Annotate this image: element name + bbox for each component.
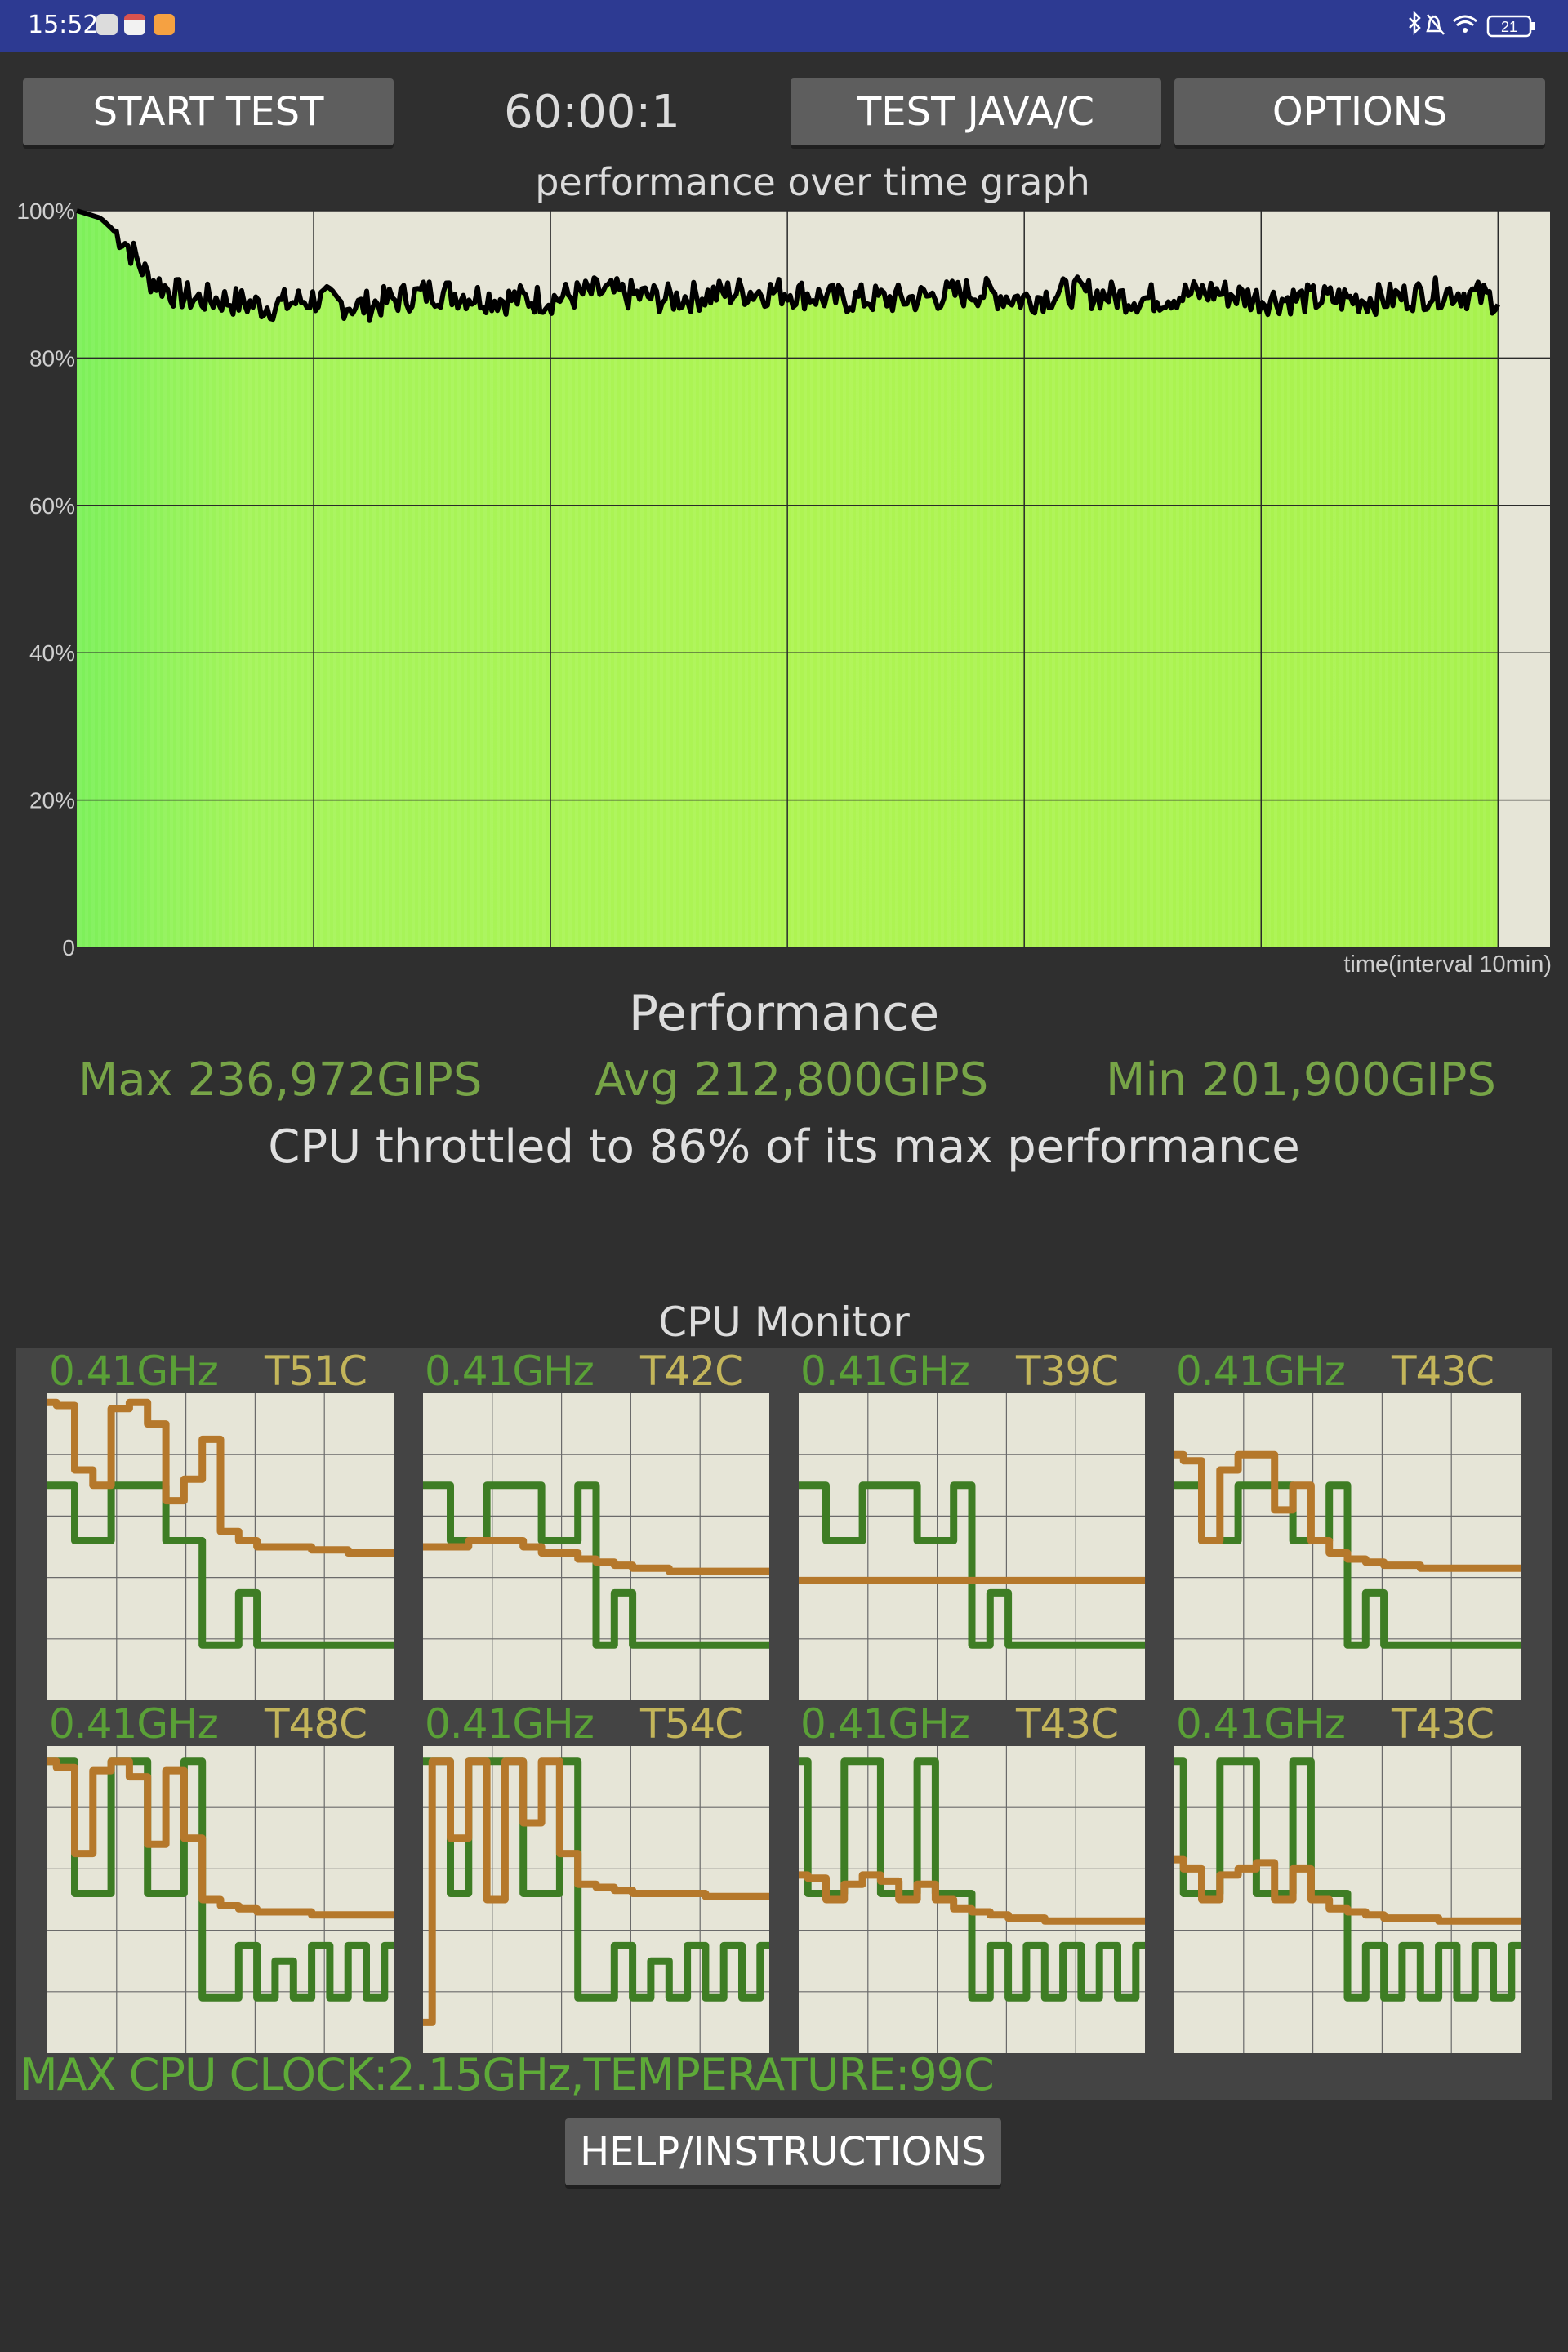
graph-title: performance over time graph xyxy=(535,160,1090,204)
core-6-temperature: T54C xyxy=(640,1700,743,1748)
core-4-frequency-trace xyxy=(1174,1481,1521,1649)
system-status-icons: 21 xyxy=(1409,10,1535,38)
core-3-chart xyxy=(799,1393,1145,1700)
max-performance: Max 236,972GIPS xyxy=(78,1054,483,1107)
core-4-chart xyxy=(1174,1393,1521,1700)
core-1-temperature-trace xyxy=(47,1398,394,1557)
core-3-frequency-trace xyxy=(799,1481,1145,1649)
core-2-temperature-trace xyxy=(423,1537,769,1575)
core-2-chart xyxy=(423,1393,769,1700)
bluetooth-icon xyxy=(1409,10,1421,36)
avg-performance: Avg 212,800GIPS xyxy=(595,1054,989,1107)
max-cpu-clock: MAX CPU CLOCK:2.15GHz,TEMPERATURE:99C xyxy=(20,2049,995,2100)
core-8-chart xyxy=(1174,1746,1521,2053)
core-5-temperature-trace xyxy=(47,1757,394,1919)
y-tick-label: 60% xyxy=(29,493,75,519)
core-7-frequency-trace xyxy=(799,1757,1145,2002)
notes-icon xyxy=(154,14,175,35)
core-1-frequency-trace xyxy=(47,1481,394,1649)
y-tick-label: 0 xyxy=(62,935,75,960)
cpu-monitor-panel: 0.41GHz T51C 0.41GHz T42C 0.41GHz T39C 0.41GHz… xyxy=(16,1348,1552,2100)
core-2-frequency: 0.41GHz xyxy=(425,1348,595,1395)
core-4-temperature-trace xyxy=(1174,1450,1521,1572)
core-1-temperature: T51C xyxy=(265,1348,368,1395)
core-6-chart xyxy=(423,1746,769,2053)
core-7-temperature: T43C xyxy=(1016,1700,1119,1748)
core-1-frequency: 0.41GHz xyxy=(49,1348,219,1395)
y-tick-label: 20% xyxy=(29,788,75,813)
core-8-frequency-trace xyxy=(1174,1757,1521,2002)
core-6-frequency: 0.41GHz xyxy=(425,1700,595,1748)
battery-level: 21 xyxy=(1501,19,1517,35)
grid-lines xyxy=(77,210,1550,948)
battery-icon: 21 xyxy=(1486,15,1535,38)
core-4-frequency: 0.41GHz xyxy=(1176,1348,1346,1395)
core-6-temperature-trace xyxy=(423,1757,769,2026)
performance-heading: Performance xyxy=(628,985,940,1042)
core-5-chart xyxy=(47,1746,394,2053)
core-7-frequency: 0.41GHz xyxy=(800,1700,970,1748)
core-2-temperature: T42C xyxy=(640,1348,743,1395)
settings-icon xyxy=(96,14,118,35)
throttle-summary: CPU throttled to 86% of its max performa… xyxy=(268,1120,1300,1174)
core-1-chart xyxy=(47,1393,394,1700)
performance-line xyxy=(76,208,1500,323)
cpu-monitor-title: CPU Monitor xyxy=(658,1298,910,1346)
core-3-frequency: 0.41GHz xyxy=(800,1348,970,1395)
help-instructions-button[interactable]: HELP/INSTRUCTIONS xyxy=(565,2118,1001,2185)
y-tick-label: 40% xyxy=(29,640,75,666)
start-test-button[interactable]: START TEST xyxy=(23,78,394,145)
min-performance: Min 201,900GIPS xyxy=(1106,1054,1496,1107)
clock-time: 15:52 xyxy=(28,11,99,39)
y-tick-label: 80% xyxy=(29,345,75,371)
calendar-icon xyxy=(124,14,145,35)
wifi-icon xyxy=(1453,15,1477,33)
y-tick-label: 100% xyxy=(16,198,75,224)
core-7-chart xyxy=(799,1746,1145,2053)
core-4-temperature: T43C xyxy=(1392,1348,1494,1395)
options-button[interactable]: OPTIONS xyxy=(1174,78,1545,145)
core-8-temperature-trace xyxy=(1174,1855,1521,1925)
status-bar: 15:52 21 xyxy=(0,0,1568,52)
core-5-frequency: 0.41GHz xyxy=(49,1700,219,1748)
test-java-c-button[interactable]: TEST JAVA/C xyxy=(791,78,1161,145)
timer-display: 60:00:1 xyxy=(504,85,680,139)
core-8-temperature: T43C xyxy=(1392,1700,1494,1748)
core-5-temperature: T48C xyxy=(265,1700,368,1748)
performance-chart: 100% 80% 60% 40% 20% 0 time(interval 10min) xyxy=(16,198,1552,978)
core-3-temperature: T39C xyxy=(1016,1348,1119,1395)
core-8-frequency: 0.41GHz xyxy=(1176,1700,1346,1748)
y-axis-ticks: 100% 80% 60% 40% 20% 0 xyxy=(16,198,75,960)
core-7-temperature-trace xyxy=(799,1871,1145,1925)
core-5-frequency-trace xyxy=(47,1757,394,2002)
x-axis-label: time(interval 10min) xyxy=(1343,951,1552,978)
mute-icon xyxy=(1426,14,1445,35)
